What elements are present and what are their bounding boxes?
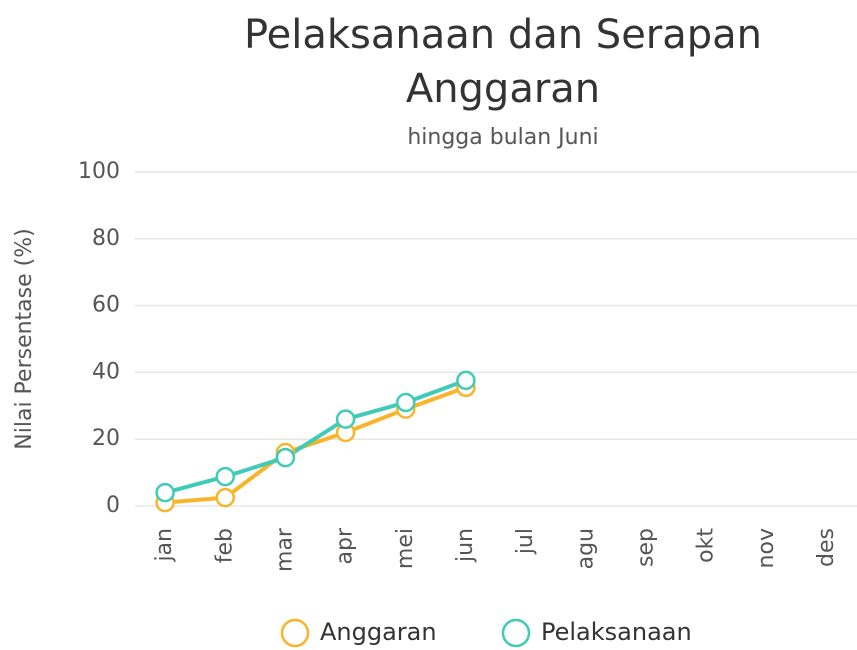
y-tick-label: 20 bbox=[92, 426, 120, 451]
data-point bbox=[215, 487, 235, 508]
x-tick-label: mar bbox=[272, 527, 297, 572]
x-tick-label: jul bbox=[513, 528, 538, 555]
x-tick-label: nov bbox=[754, 528, 779, 568]
y-tick-label: 100 bbox=[78, 159, 120, 184]
legend-label[interactable]: Pelaksanaan bbox=[541, 618, 692, 646]
y-tick-label: 0 bbox=[106, 493, 120, 518]
legend-marker[interactable] bbox=[501, 618, 531, 648]
y-axis-label: Nilai Persentase (%) bbox=[12, 228, 37, 449]
x-tick-label: feb bbox=[212, 528, 237, 563]
x-tick-label: jan bbox=[152, 528, 177, 563]
x-tick-label: sep bbox=[633, 528, 658, 567]
x-tick-label: des bbox=[814, 528, 839, 567]
x-tick-label: agu bbox=[573, 528, 598, 569]
x-tick-label: okt bbox=[694, 528, 719, 563]
legend-label[interactable]: Anggaran bbox=[320, 618, 437, 646]
series-line bbox=[164, 385, 467, 505]
chart-subtitle: hingga bulan Juni bbox=[407, 125, 598, 150]
y-tick-label: 60 bbox=[92, 293, 120, 318]
y-tick-label: 40 bbox=[92, 359, 120, 384]
data-point bbox=[215, 466, 235, 487]
chart-title: Pelaksanaan dan Serapan Anggaran bbox=[243, 12, 763, 112]
data-point bbox=[155, 482, 175, 503]
y-tick-label: 80 bbox=[92, 226, 120, 251]
legend-marker[interactable] bbox=[280, 618, 310, 648]
data-point bbox=[335, 409, 356, 429]
data-point bbox=[396, 392, 416, 413]
data-point bbox=[456, 370, 476, 391]
series-line bbox=[164, 378, 467, 495]
x-tick-label: apr bbox=[333, 527, 358, 564]
x-tick-label: mei bbox=[393, 528, 418, 569]
data-point bbox=[275, 447, 296, 468]
x-tick-label: jun bbox=[453, 528, 478, 563]
